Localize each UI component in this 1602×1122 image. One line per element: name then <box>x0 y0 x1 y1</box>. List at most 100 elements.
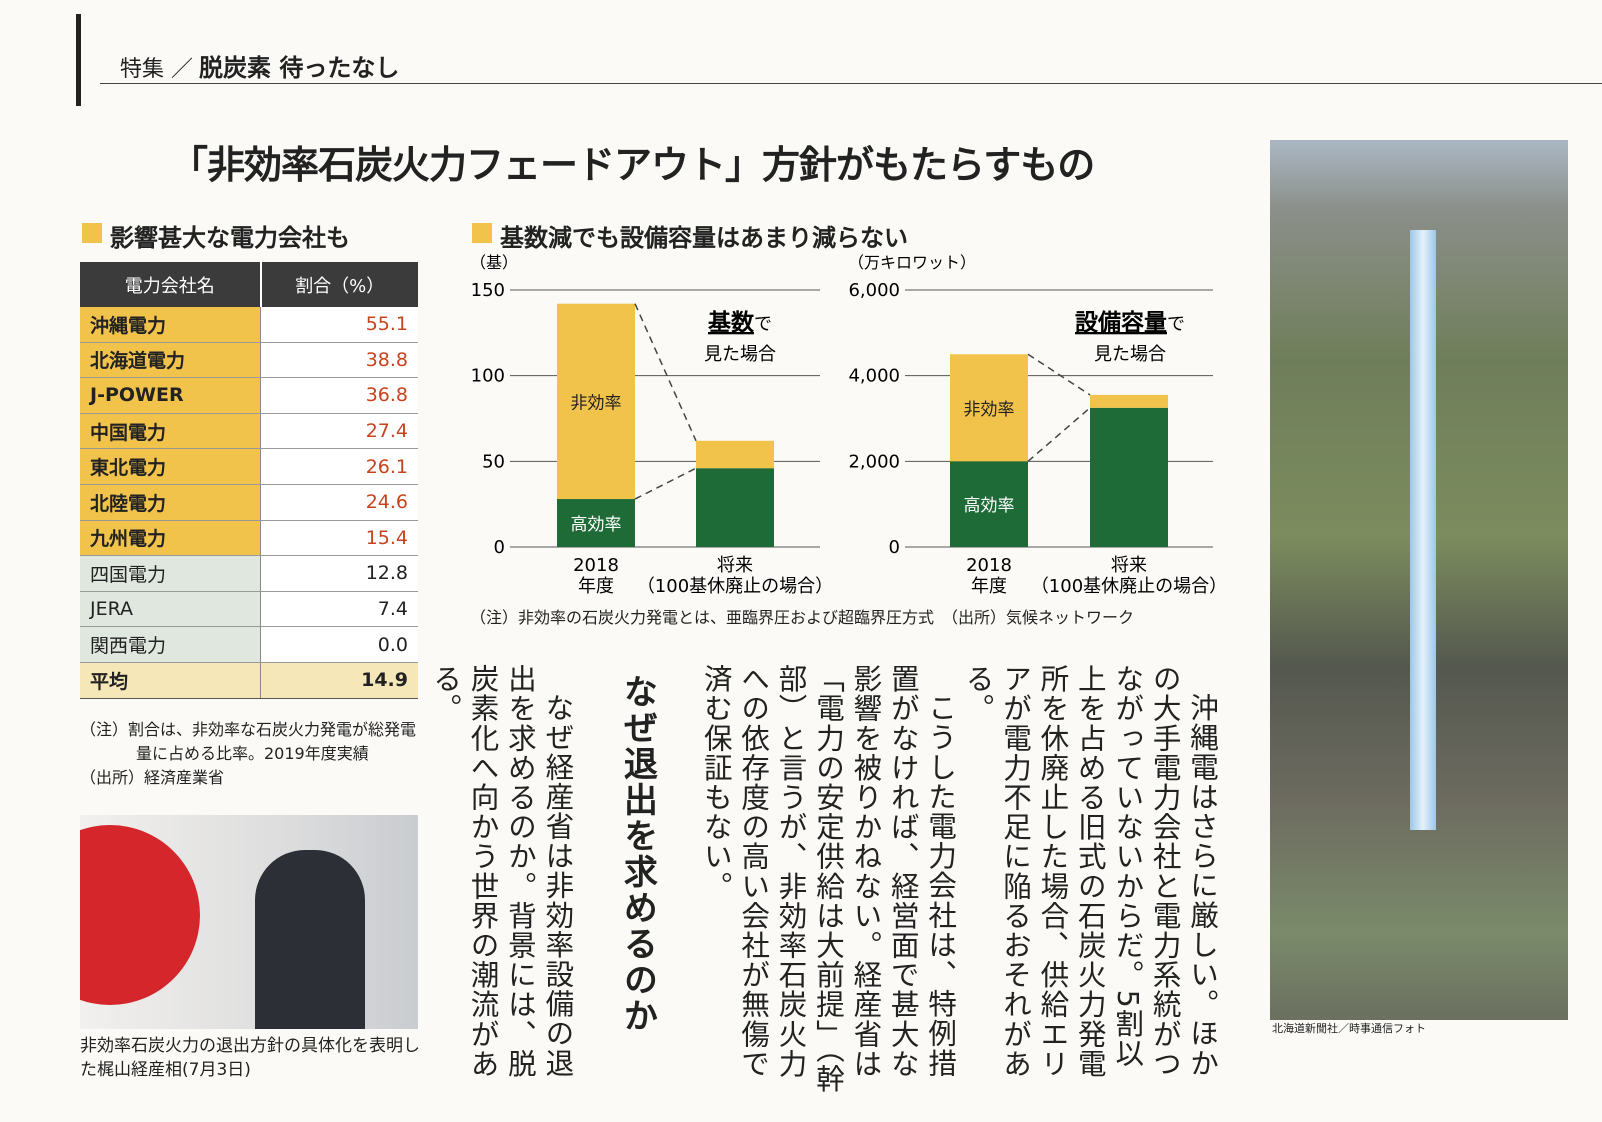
connector <box>634 467 697 500</box>
share: 26.1 <box>260 448 418 485</box>
y-tick-label: 0 <box>889 537 900 558</box>
table-row: JERA 7.4 <box>80 591 418 628</box>
annotation-suffix: で <box>1167 314 1185 335</box>
header-bar <box>76 14 81 106</box>
segment-label: 非効率 <box>964 400 1015 420</box>
company: 四国電力 <box>80 555 261 592</box>
table-row: 四国電力 12.8 <box>80 555 418 592</box>
column-header: 電力会社名 <box>80 262 262 307</box>
x-tick-sublabel: （100基休廃止の場合） <box>637 576 833 597</box>
headline: 「非効率石炭火力フェードアウト」方針がもたらすもの <box>170 143 1095 187</box>
annotation: 見た場合 <box>1094 344 1166 365</box>
average-label: 平均 <box>80 662 261 699</box>
company: 東北電力 <box>80 448 261 485</box>
y-axis-label: （基） <box>470 253 518 272</box>
y-tick-label: 150 <box>471 280 505 301</box>
share: 38.8 <box>260 342 418 379</box>
header: 特集 ／脱炭素 待ったなし <box>120 48 399 83</box>
photo-credit: 北海道新聞社／時事通信フォト <box>1272 1022 1426 1035</box>
company: 沖縄電力 <box>80 307 261 343</box>
share: 0.0 <box>260 626 418 663</box>
subheading: なぜ退出を求めるのか <box>617 674 658 1034</box>
y-tick-label: 6,000 <box>848 280 900 301</box>
paragraph: こうした電力会社は、特例措置がなければ、経営面で甚大な影響を被りかねない。経産省… <box>699 664 958 1094</box>
segment-label: 非効率 <box>571 393 622 413</box>
table-row: 中国電力 27.4 <box>80 413 418 450</box>
average-value: 14.9 <box>260 662 418 699</box>
series-title: 脱炭素 待ったなし <box>199 54 400 82</box>
company: J-POWER <box>80 377 261 414</box>
segment-label: 高効率 <box>964 496 1015 516</box>
annotation: 見た場合 <box>704 344 776 365</box>
bar-segment <box>557 303 635 500</box>
table: 電力会社名 割合（%） 沖縄電力 55.1 北海道電力 38.8 J-POWER 36.8 中… <box>80 262 418 699</box>
company: 北海道電力 <box>80 342 261 379</box>
chart-section-title: 基数減でも設備容量はあまり減らない <box>500 224 908 252</box>
company: 中国電力 <box>80 413 261 450</box>
share: 55.1 <box>260 307 418 343</box>
paragraph: なぜ経産省は非効率設備の退出を求めるのか。背景には、脱炭素化へ向かう世界の潮流が… <box>429 664 575 1079</box>
x-tick-label: 将来 <box>1111 555 1147 576</box>
annotation: 設備容量で <box>1075 309 1185 336</box>
y-axis-label: （万キロワット） <box>848 253 976 272</box>
bar-segment <box>1090 394 1168 408</box>
chart-note: （注）非効率の石炭火力発電とは、亜臨界圧および超臨界圧方式 （出所）気候ネットワ… <box>470 608 1135 627</box>
x-tick-sublabel: 年度 <box>971 576 1007 597</box>
share: 24.6 <box>260 484 418 521</box>
column-header: 割合（%） <box>260 262 418 307</box>
charts: （基）050100150高効率非効率2018年度将来（100基休廃止の場合）基数… <box>470 253 1227 597</box>
connector <box>1027 353 1091 396</box>
table-row: J-POWER 36.8 <box>80 377 418 414</box>
annotation: 基数で <box>708 309 772 336</box>
y-tick-label: 50 <box>482 451 505 472</box>
share: 12.8 <box>260 555 418 592</box>
company: JERA <box>80 591 261 628</box>
bar-segment <box>696 468 774 547</box>
x-tick-label: 将来 <box>717 555 753 576</box>
photo <box>1270 140 1568 1020</box>
table-row: 東北電力 26.1 <box>80 448 418 485</box>
header-rule <box>100 83 1602 84</box>
segment-label: 高効率 <box>571 515 622 535</box>
separator: ／ <box>171 57 194 82</box>
note: （注）割合は、非効率な石炭火力発電が総発電量に占める比率。2019年度実績 <box>80 720 417 763</box>
annotation-suffix: で <box>754 314 772 335</box>
table-title: 影響甚大な電力会社も <box>110 224 350 252</box>
section: 特集 <box>120 57 165 82</box>
table-row: 関西電力 0.0 <box>80 626 418 663</box>
table-notes: （注）割合は、非効率な石炭火力発電が総発電量に占める比率。2019年度実績 （出所… <box>80 718 425 790</box>
share: 36.8 <box>260 377 418 414</box>
annotation-emphasis: 基数 <box>708 309 755 336</box>
company: 北陸電力 <box>80 484 261 521</box>
bar-segment <box>557 499 635 547</box>
y-tick-label: 100 <box>471 366 505 387</box>
table-row: 北陸電力 24.6 <box>80 484 418 521</box>
table-row: 沖縄電力 55.1 <box>80 307 418 343</box>
share: 27.4 <box>260 413 418 450</box>
photo-caption: 非効率石炭火力の退出方針の具体化を表明した梶山経産相(7月3日) <box>80 1036 420 1080</box>
y-tick-label: 0 <box>494 537 505 558</box>
share: 7.4 <box>260 591 418 628</box>
x-tick-sublabel: 年度 <box>578 576 614 597</box>
share: 15.4 <box>260 520 418 557</box>
annotation-emphasis: 設備容量 <box>1075 309 1167 336</box>
bar-segment <box>1090 407 1168 547</box>
x-tick-label: 2018 <box>966 555 1012 576</box>
marker <box>82 223 102 243</box>
company: 九州電力 <box>80 520 261 557</box>
bar-segment <box>696 440 774 469</box>
y-tick-label: 2,000 <box>848 451 900 472</box>
bar-segment <box>950 461 1028 547</box>
photo <box>80 815 418 1029</box>
y-tick-label: 4,000 <box>848 366 900 387</box>
bar-segment <box>950 354 1028 462</box>
connector <box>634 303 697 442</box>
connector <box>1027 407 1091 462</box>
x-tick-label: 2018 <box>573 555 619 576</box>
table-row: 九州電力 15.4 <box>80 520 418 557</box>
paragraph: 沖縄電はさらに厳しい。ほかの大手電力会社と電力系統がつながっていないからだ。5割… <box>961 664 1219 1079</box>
x-tick-sublabel: （100基休廃止の場合） <box>1031 576 1227 597</box>
source: （出所）経済産業省 <box>80 768 225 787</box>
company: 関西電力 <box>80 626 261 663</box>
